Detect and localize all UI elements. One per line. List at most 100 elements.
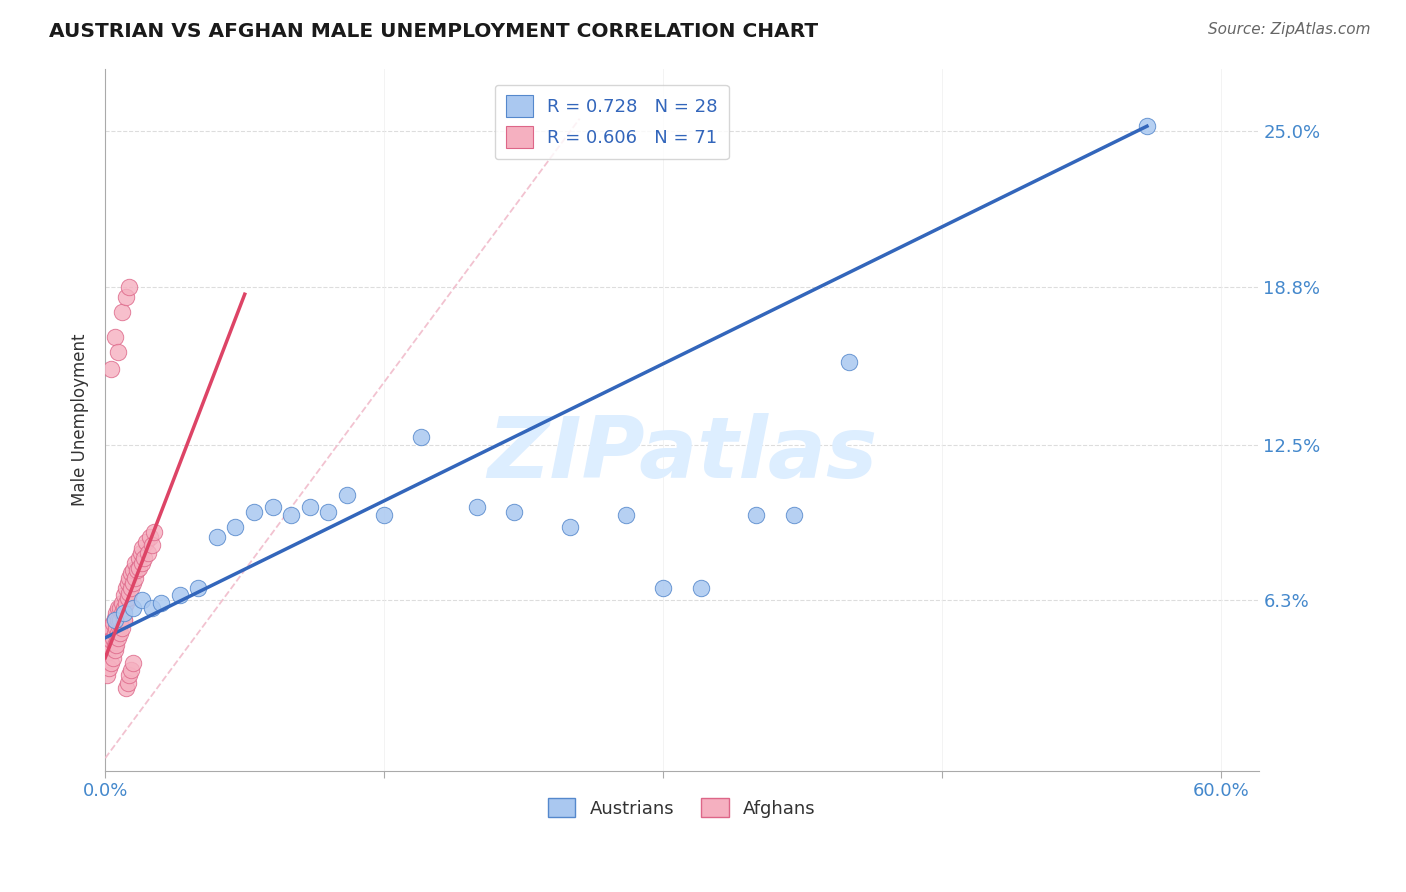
Point [96, 636, 118, 650]
Point [689, 581, 711, 595]
Point [101, 650, 124, 665]
Point [94, 631, 117, 645]
Point [243, 505, 266, 519]
Point [1136, 119, 1159, 133]
Point [131, 541, 153, 555]
Point [103, 643, 125, 657]
Point [103, 611, 125, 625]
Point [100, 621, 122, 635]
Point [120, 581, 142, 595]
Text: ZIPatlas: ZIPatlas [486, 413, 877, 496]
Point [117, 575, 139, 590]
Point [112, 588, 135, 602]
Point [150, 596, 173, 610]
Point [134, 550, 156, 565]
Point [108, 625, 131, 640]
Point [118, 585, 141, 599]
Point [111, 606, 134, 620]
Point [560, 520, 582, 534]
Point [108, 613, 131, 627]
Point [105, 638, 128, 652]
Point [187, 581, 209, 595]
Point [118, 279, 141, 293]
Point [128, 550, 150, 565]
Point [114, 581, 136, 595]
Point [100, 656, 122, 670]
Point [465, 500, 488, 515]
Text: Source: ZipAtlas.com: Source: ZipAtlas.com [1208, 22, 1371, 37]
Point [139, 531, 162, 545]
Point [136, 545, 159, 559]
Point [782, 508, 804, 522]
Point [94, 646, 117, 660]
Point [652, 581, 675, 595]
Point [100, 633, 122, 648]
Point [112, 613, 135, 627]
Point [120, 566, 142, 580]
Point [107, 345, 129, 359]
Point [114, 681, 136, 695]
Point [103, 330, 125, 344]
Point [118, 571, 141, 585]
Point [108, 600, 131, 615]
Point [280, 508, 302, 522]
Point [96, 646, 118, 660]
Point [118, 668, 141, 682]
Point [614, 508, 637, 522]
Point [125, 563, 148, 577]
Point [120, 664, 142, 678]
Point [135, 535, 157, 549]
Point [107, 613, 129, 627]
Point [97, 640, 120, 655]
Point [101, 615, 124, 630]
Point [105, 621, 128, 635]
Point [411, 430, 433, 444]
Point [111, 621, 134, 635]
Point [129, 545, 152, 559]
Point [114, 290, 136, 304]
Point [122, 563, 145, 577]
Point [111, 596, 134, 610]
Point [107, 625, 129, 640]
Point [142, 525, 165, 540]
Point [122, 656, 145, 670]
Point [128, 560, 150, 574]
Point [112, 613, 135, 627]
Point [122, 600, 145, 615]
Point [100, 362, 122, 376]
Point [117, 676, 139, 690]
Point [112, 600, 135, 615]
Point [745, 508, 768, 522]
Point [838, 355, 860, 369]
Point [112, 606, 135, 620]
Point [318, 505, 340, 519]
Point [103, 625, 125, 640]
Point [373, 508, 395, 522]
Point [141, 600, 163, 615]
Point [262, 500, 284, 515]
Point [336, 488, 359, 502]
Point [97, 625, 120, 640]
Legend: Austrians, Afghans: Austrians, Afghans [541, 791, 823, 825]
Point [124, 571, 146, 585]
Point [107, 631, 129, 645]
Point [101, 631, 124, 645]
Point [122, 575, 145, 590]
Point [111, 305, 134, 319]
Point [169, 588, 191, 602]
Point [94, 621, 117, 635]
Text: AUSTRIAN VS AFGHAN MALE UNEMPLOYMENT CORRELATION CHART: AUSTRIAN VS AFGHAN MALE UNEMPLOYMENT COR… [49, 22, 818, 41]
Point [107, 600, 129, 615]
Point [114, 596, 136, 610]
Point [298, 500, 321, 515]
Point [97, 661, 120, 675]
Point [117, 591, 139, 605]
Point [141, 538, 163, 552]
Point [131, 556, 153, 570]
Y-axis label: Male Unemployment: Male Unemployment [72, 334, 89, 506]
Point [131, 593, 153, 607]
Point [205, 531, 228, 545]
Point [503, 505, 526, 519]
Point [103, 613, 125, 627]
Point [224, 520, 246, 534]
